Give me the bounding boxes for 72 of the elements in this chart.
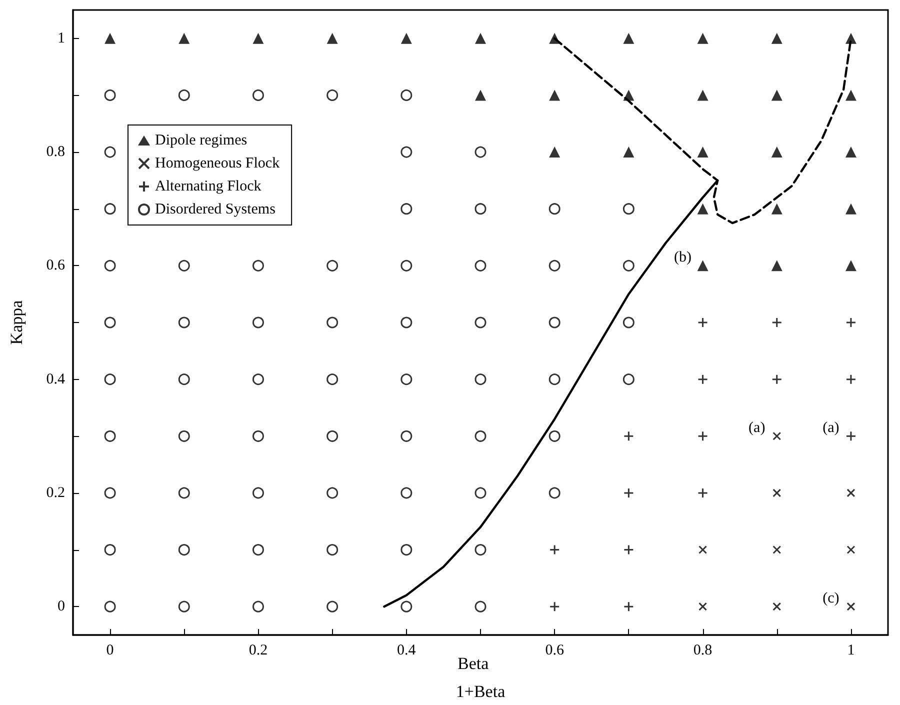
x-tick-label: 0.8 [693,642,712,658]
point [623,146,634,158]
point [771,260,782,272]
y-tick-label: 1 [58,30,65,46]
point [846,374,856,385]
x-tick-label: 1 [847,642,855,658]
point [772,602,782,611]
point [475,32,486,44]
point [252,32,264,44]
point [549,90,560,101]
annotation: (a) [748,420,766,436]
y-tick-label: 0.8 [46,144,65,160]
point [475,90,486,101]
point [771,146,782,158]
point [845,90,856,101]
point [549,544,560,556]
x-tick-label: 0.6 [545,642,564,658]
point [698,546,708,554]
point [697,203,708,214]
y-tick-label: 0.2 [46,484,65,501]
point [771,90,782,101]
point [104,32,116,44]
point [697,260,708,272]
text: Beta [458,654,490,673]
point [623,430,634,442]
point [623,544,634,556]
point [698,317,708,328]
point [400,32,412,44]
x-axis-title: 1+Beta [456,682,506,701]
point [623,488,634,498]
y-tick-label: 0.4 [46,371,66,388]
legend-label: Homogeneous Flock [155,156,280,172]
point [549,146,560,158]
point [326,32,338,44]
point [697,32,708,44]
point [623,601,634,612]
point [772,317,782,328]
x-tick-label: 0.2 [248,642,268,658]
point [771,203,782,214]
point [772,546,782,554]
point [549,601,560,612]
legend-label: Disordered Systems [155,202,276,218]
point [846,546,856,554]
point [697,146,708,158]
legend-label: Dipole regimes [155,132,248,148]
point [845,203,856,214]
point [697,90,708,101]
point [772,488,782,498]
point [846,317,856,328]
point [698,430,708,442]
point [845,260,856,272]
y-tick-label: 0.6 [46,258,66,274]
point [772,374,782,385]
point [846,488,856,498]
legend-label: Alternating Flock [155,178,262,194]
y-tick-label: 0 [58,598,65,615]
annotation: (b) [674,250,692,266]
point [178,32,190,44]
point [698,488,708,498]
x-tick-label: 0.4 [397,642,416,658]
annotation: (a) [822,420,840,436]
point [846,430,856,442]
point [623,32,634,44]
y-axis-title: Kappa [7,300,26,345]
point [772,432,782,440]
point [845,146,856,158]
point [698,602,708,611]
annotation: (c) [822,590,840,607]
point [698,374,708,385]
point [771,32,782,44]
x-tick-label: 0 [106,642,114,658]
point [846,602,856,611]
